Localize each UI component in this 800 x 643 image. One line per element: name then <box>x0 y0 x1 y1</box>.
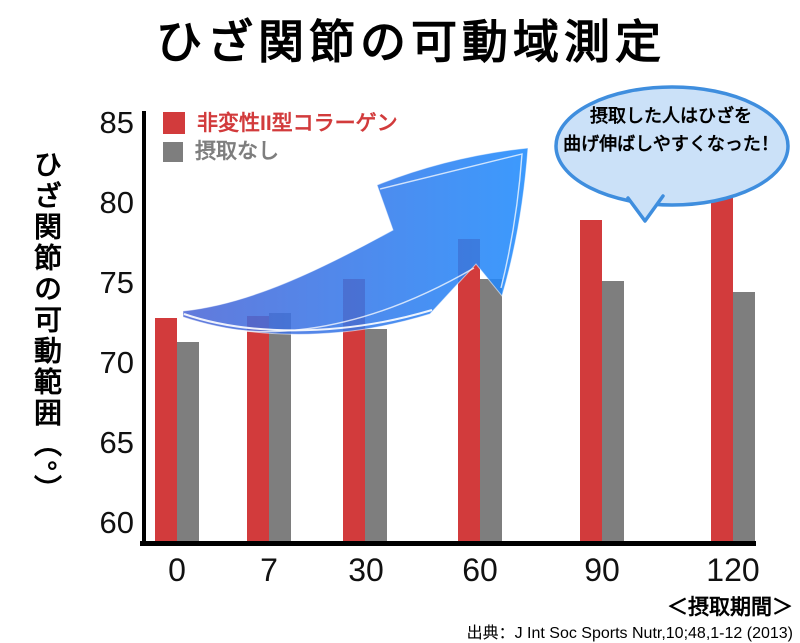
bar-no-intake-30 <box>365 328 387 541</box>
y-tick-label: 80 <box>99 184 134 220</box>
bar-no-intake-0 <box>177 341 199 541</box>
bar-collagen-120 <box>711 191 733 541</box>
callout-text: 摂取した人はひざを 曲げ伸ばしやすくなった！ <box>556 103 786 159</box>
x-tick-label: 7 <box>260 552 278 588</box>
legend: 非変性II型コラーゲン 摂取なし <box>163 112 398 169</box>
x-tick-label: 0 <box>168 552 186 588</box>
source-citation: 出典：J Int Soc Sports Nutr,10;48,1-12 (201… <box>466 625 793 642</box>
x-tick-label: 120 <box>706 552 760 588</box>
callout-line-1: 摂取した人はひざを <box>590 106 752 126</box>
speech-bubble-body <box>554 85 790 207</box>
chart-title: ひざ関節の可動域測定 <box>156 16 666 68</box>
x-tick-label: 90 <box>584 552 620 588</box>
trend-arrow-trim-2 <box>185 153 523 333</box>
y-axis-line <box>142 111 146 544</box>
y-tick-label: 70 <box>99 344 134 380</box>
legend-item-collagen: 非変性II型コラーゲン <box>163 112 398 134</box>
speech-bubble-tail <box>626 194 665 223</box>
bar-collagen-0 <box>155 317 177 541</box>
x-tick-label: 60 <box>462 552 498 588</box>
bar-collagen-60 <box>458 239 480 541</box>
y-tick-label: 75 <box>99 264 134 300</box>
y-tick-label: 60 <box>99 504 134 540</box>
x-axis-caption: ＜摂取期間＞ <box>667 596 793 619</box>
x-tick-label: 30 <box>348 552 384 588</box>
bar-no-intake-7 <box>269 312 291 541</box>
legend-label-collagen: 非変性II型コラーゲン <box>197 111 398 135</box>
bar-no-intake-90 <box>602 280 624 541</box>
trend-arrow-icon <box>182 147 529 335</box>
x-axis-line <box>140 541 756 546</box>
y-tick-label: 85 <box>99 104 134 140</box>
legend-swatch-red-icon <box>163 112 185 134</box>
bar-collagen-7 <box>247 316 269 541</box>
callout-line-2: 曲げ伸ばしやすくなった！ <box>563 133 779 154</box>
bar-collagen-30 <box>343 279 365 541</box>
trend-arrow-body <box>182 147 529 335</box>
bar-no-intake-120 <box>733 292 755 541</box>
speech-bubble <box>554 85 790 223</box>
bar-collagen-90 <box>580 220 602 541</box>
legend-label-no-intake: 摂取なし <box>195 140 279 163</box>
y-tick-label: 65 <box>99 424 134 460</box>
legend-item-no-intake: 摂取なし <box>163 141 398 162</box>
bar-no-intake-60 <box>480 279 502 541</box>
y-axis-title: ひざ関節の可動範囲（°） <box>31 150 62 506</box>
legend-swatch-gray-icon <box>163 141 183 162</box>
